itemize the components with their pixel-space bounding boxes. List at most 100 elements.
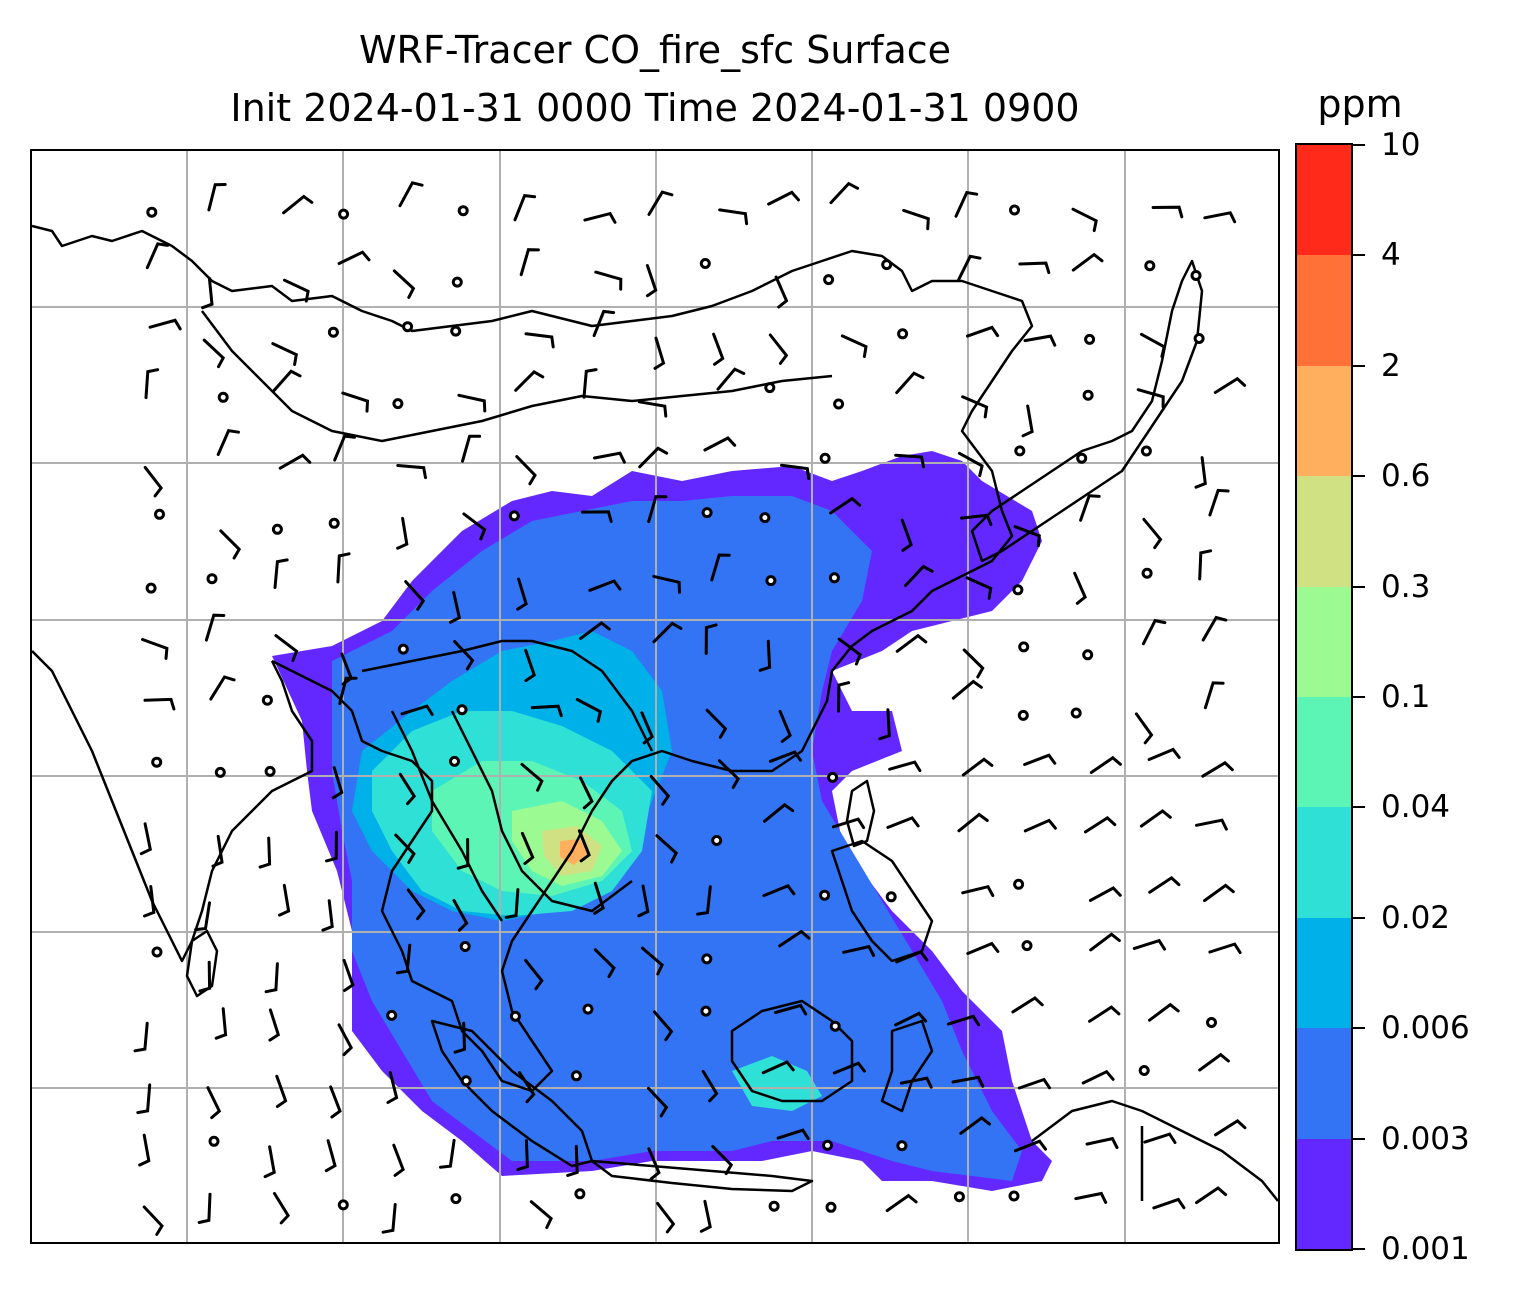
wind-barb (404, 580, 426, 611)
calm-wind-circle (146, 206, 158, 218)
calm-wind-circle (881, 259, 893, 271)
wind-barb (515, 455, 537, 486)
wind-barb (1203, 883, 1235, 903)
calm-wind-circle (1021, 940, 1033, 952)
calm-wind-circle (1141, 567, 1153, 579)
coastline-sumatra (430, 1019, 594, 1168)
wind-barb (1203, 211, 1237, 224)
colorbar-segment (1297, 144, 1351, 256)
colorbar-tick (1353, 475, 1365, 478)
wind-barb (653, 336, 666, 370)
wind-barb (520, 831, 535, 865)
coastline-borneo (730, 999, 854, 1103)
wind-barb (1089, 755, 1122, 774)
calm-wind-circle (450, 1193, 462, 1205)
wind-barb (831, 817, 866, 830)
colorbar-segment (1297, 1027, 1351, 1139)
calm-wind-circle (217, 391, 229, 403)
wind-barb (1142, 517, 1163, 550)
wind-barb (829, 496, 862, 515)
wind-barb (392, 269, 416, 299)
map-title-line1: WRF-Tracer CO_fire_sfc Surface (358, 28, 952, 72)
calm-wind-circle (1012, 584, 1024, 596)
wind-barb (144, 368, 160, 400)
wind-barb (516, 577, 528, 611)
calm-wind-circle (765, 575, 777, 587)
wind-barb (899, 1076, 933, 1089)
coastline-philippines (830, 839, 934, 963)
wind-barb (1013, 525, 1041, 548)
wind-barb (712, 332, 725, 366)
wind-barb (583, 211, 617, 224)
wind-barb (652, 621, 683, 644)
wind-barb (1134, 712, 1154, 745)
wind-barb (1201, 615, 1228, 642)
wind-barb (219, 529, 242, 560)
wind-barb (336, 552, 351, 584)
wind-barb (895, 950, 929, 964)
wind-barb (778, 709, 792, 743)
wind-barb (575, 698, 603, 723)
wind-barb (337, 1023, 354, 1057)
wind-barb (640, 711, 654, 745)
wind-barb (520, 762, 544, 792)
wind-barb (894, 453, 925, 469)
wind-barb (1194, 456, 1207, 489)
wind-barb (274, 634, 299, 662)
wind-barb (656, 1201, 676, 1234)
wind-barb (1143, 1132, 1177, 1144)
calm-wind-circle (822, 1139, 833, 1151)
calm-wind-circle (386, 1009, 398, 1021)
wind-barb (524, 332, 555, 349)
wind-barb (1198, 1052, 1230, 1072)
wind-barb (593, 881, 605, 915)
calm-wind-circle (1017, 709, 1029, 721)
colorbar-tick (1353, 585, 1365, 588)
wind-barb (148, 318, 182, 331)
wind-barb (957, 254, 982, 282)
wind-barb (1074, 1191, 1108, 1204)
calm-wind-circle (151, 946, 163, 958)
calm-wind-circle (570, 1070, 582, 1082)
wind-barb (965, 576, 993, 600)
wind-barb (258, 836, 272, 869)
wind-barb (1147, 747, 1181, 761)
colorbar-tick (1353, 254, 1365, 257)
wind-barb (392, 1143, 405, 1177)
wind-barb (957, 812, 989, 833)
calm-wind-circle (214, 766, 226, 778)
calm-wind-circle (953, 1191, 965, 1203)
coastline-sulawesi (880, 1019, 934, 1113)
wind-barb (718, 208, 749, 226)
colorbar-tick-label: 0.003 (1381, 1120, 1470, 1157)
calm-wind-circle (327, 326, 339, 338)
wind-barb (904, 564, 934, 587)
wind-barb (1079, 494, 1101, 522)
calm-wind-circle (1140, 445, 1152, 457)
wind-barb (143, 697, 176, 711)
calm-wind-circle (1076, 452, 1088, 464)
calm-wind-circle (701, 507, 713, 519)
wind-barb (878, 708, 891, 741)
wind-barb (581, 510, 613, 523)
colorbar-tick-label: 0.006 (1381, 1010, 1470, 1047)
wind-barb (136, 1083, 152, 1115)
colorbar-unit: ppm (1317, 82, 1403, 126)
wind-barb (398, 772, 417, 806)
wind-barb (514, 370, 545, 392)
wind-barb (577, 829, 591, 863)
wind-barb (640, 946, 664, 976)
wind-barb (1071, 207, 1098, 233)
calm-wind-circle (885, 891, 897, 903)
wind-barb (1084, 816, 1117, 834)
coastline-india (32, 650, 314, 963)
wind-barb (529, 1200, 553, 1229)
wind-barb (647, 1147, 661, 1181)
calm-wind-circle (582, 1003, 594, 1015)
calm-wind-circle (833, 398, 845, 410)
wind-barb (1201, 760, 1234, 778)
wind-barb (462, 512, 487, 541)
wind-barb (504, 888, 520, 919)
wind-barb (138, 1133, 151, 1167)
wind-barb (439, 1138, 456, 1169)
